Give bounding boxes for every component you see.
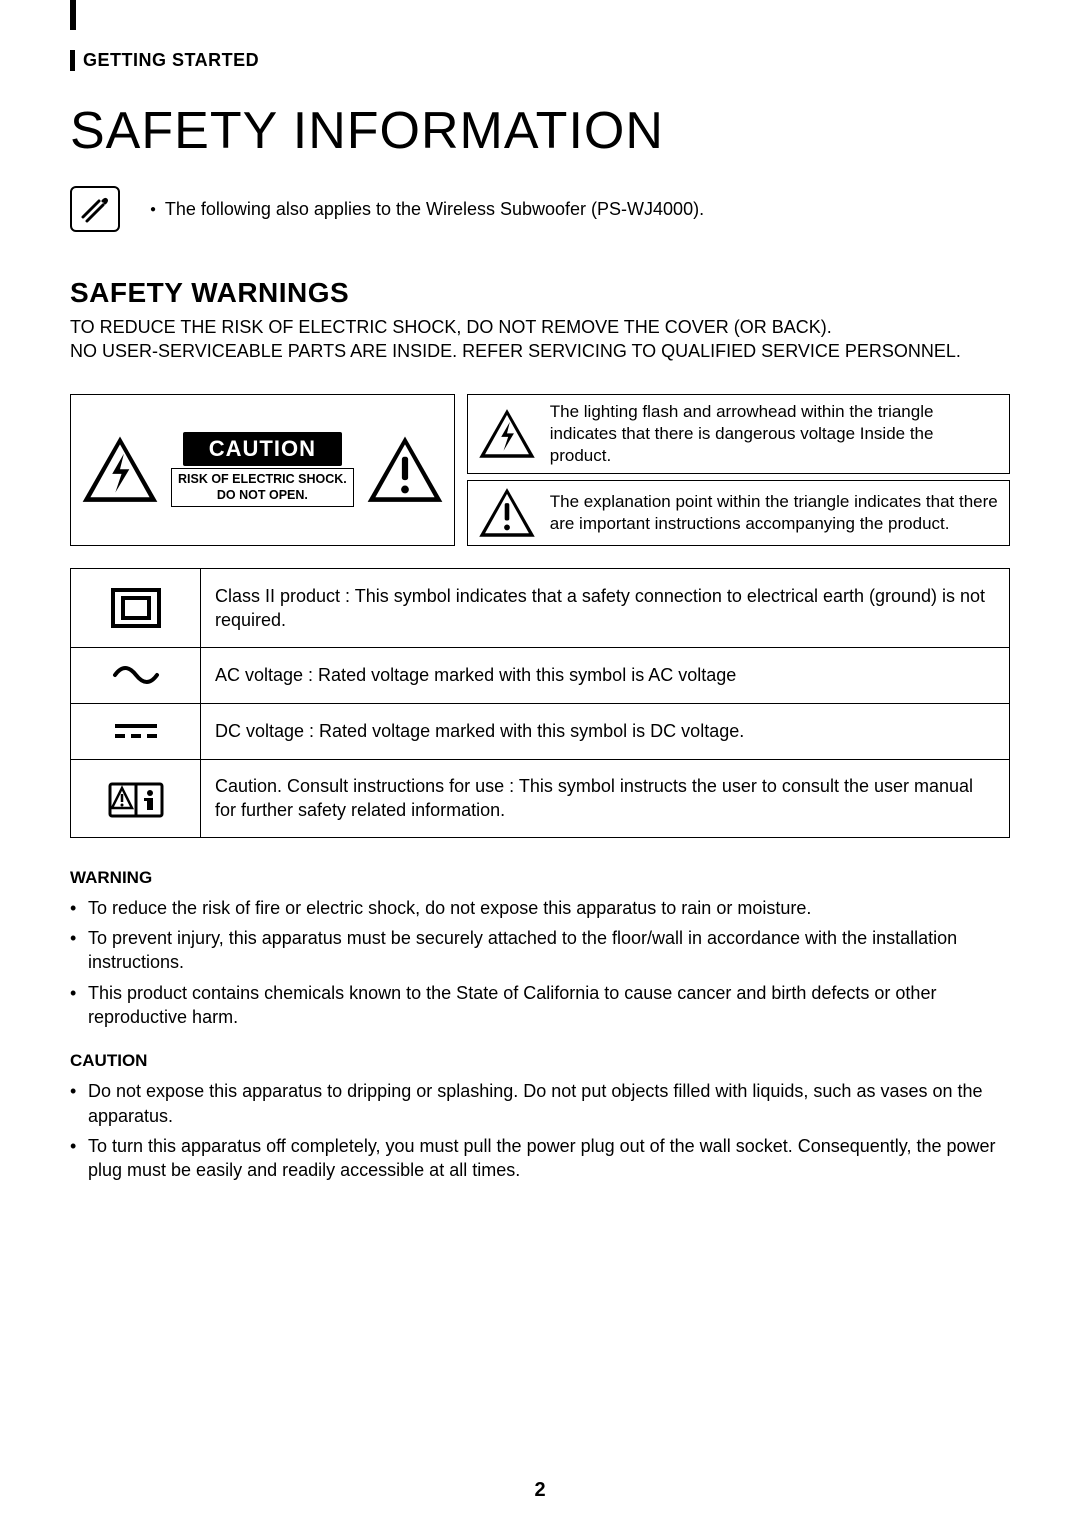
note-icon [70,186,120,232]
symbol-table: Class II product : This symbol indicates… [70,568,1010,838]
caution-right-panel: The lighting flash and arrowhead within … [467,394,1010,546]
manual-icon [71,760,201,837]
note-row: The following also applies to the Wirele… [70,186,1010,232]
symbol-row-ac: AC voltage : Rated voltage marked with t… [71,647,1009,703]
note-text: The following also applies to the Wirele… [150,199,704,220]
header-tick-mark [70,0,76,30]
exclamation-triangle-icon [478,487,536,539]
caution-left-panel: CAUTION RISK OF ELECTRIC SHOCK. DO NOT O… [70,394,455,546]
caution-subtext: RISK OF ELECTRIC SHOCK. DO NOT OPEN. [171,468,354,507]
page-number: 2 [0,1479,1080,1502]
list-item: This product contains chemicals known to… [70,981,1010,1030]
caution-block: CAUTION RISK OF ELECTRIC SHOCK. DO NOT O… [70,394,1010,546]
voltage-explanation: The lighting flash and arrowhead within … [550,401,999,467]
list-item: To reduce the risk of fire or electric s… [70,896,1010,920]
list-item: To turn this apparatus off completely, y… [70,1134,1010,1183]
section-label: GETTING STARTED [70,50,1010,71]
symbol-row-class2: Class II product : This symbol indicates… [71,569,1009,647]
dc-text: DC voltage : Rated voltage marked with t… [201,704,1009,759]
voltage-triangle-icon [81,435,159,505]
class2-text: Class II product : This symbol indicates… [201,569,1009,647]
page-title: SAFETY INFORMATION [70,101,1010,161]
caution-right-row-voltage: The lighting flash and arrowhead within … [467,394,1010,474]
class2-icon [71,569,201,647]
warning-list: To reduce the risk of fire or electric s… [70,896,1010,1029]
caution-list-heading: CAUTION [70,1051,1010,1071]
list-item: Do not expose this apparatus to dripping… [70,1079,1010,1128]
exclamation-explanation: The explanation point within the triangl… [550,491,999,535]
safety-warnings-heading: SAFETY WARNINGS [70,277,1010,309]
voltage-triangle-icon [478,408,536,460]
caution-list: Do not expose this apparatus to dripping… [70,1079,1010,1182]
list-item: To prevent injury, this apparatus must b… [70,926,1010,975]
shock-warning-paragraph: TO REDUCE THE RISK OF ELECTRIC SHOCK, DO… [70,315,1010,364]
exclamation-triangle-icon [366,435,444,505]
ac-icon [71,648,201,703]
manual-text: Caution. Consult instructions for use : … [201,760,1009,837]
ac-text: AC voltage : Rated voltage marked with t… [201,648,1009,703]
dc-icon [71,704,201,759]
caution-banner: CAUTION [183,432,342,466]
symbol-row-manual: Caution. Consult instructions for use : … [71,759,1009,837]
warning-list-heading: WARNING [70,868,1010,888]
symbol-row-dc: DC voltage : Rated voltage marked with t… [71,703,1009,759]
caution-right-row-exclam: The explanation point within the triangl… [467,480,1010,546]
